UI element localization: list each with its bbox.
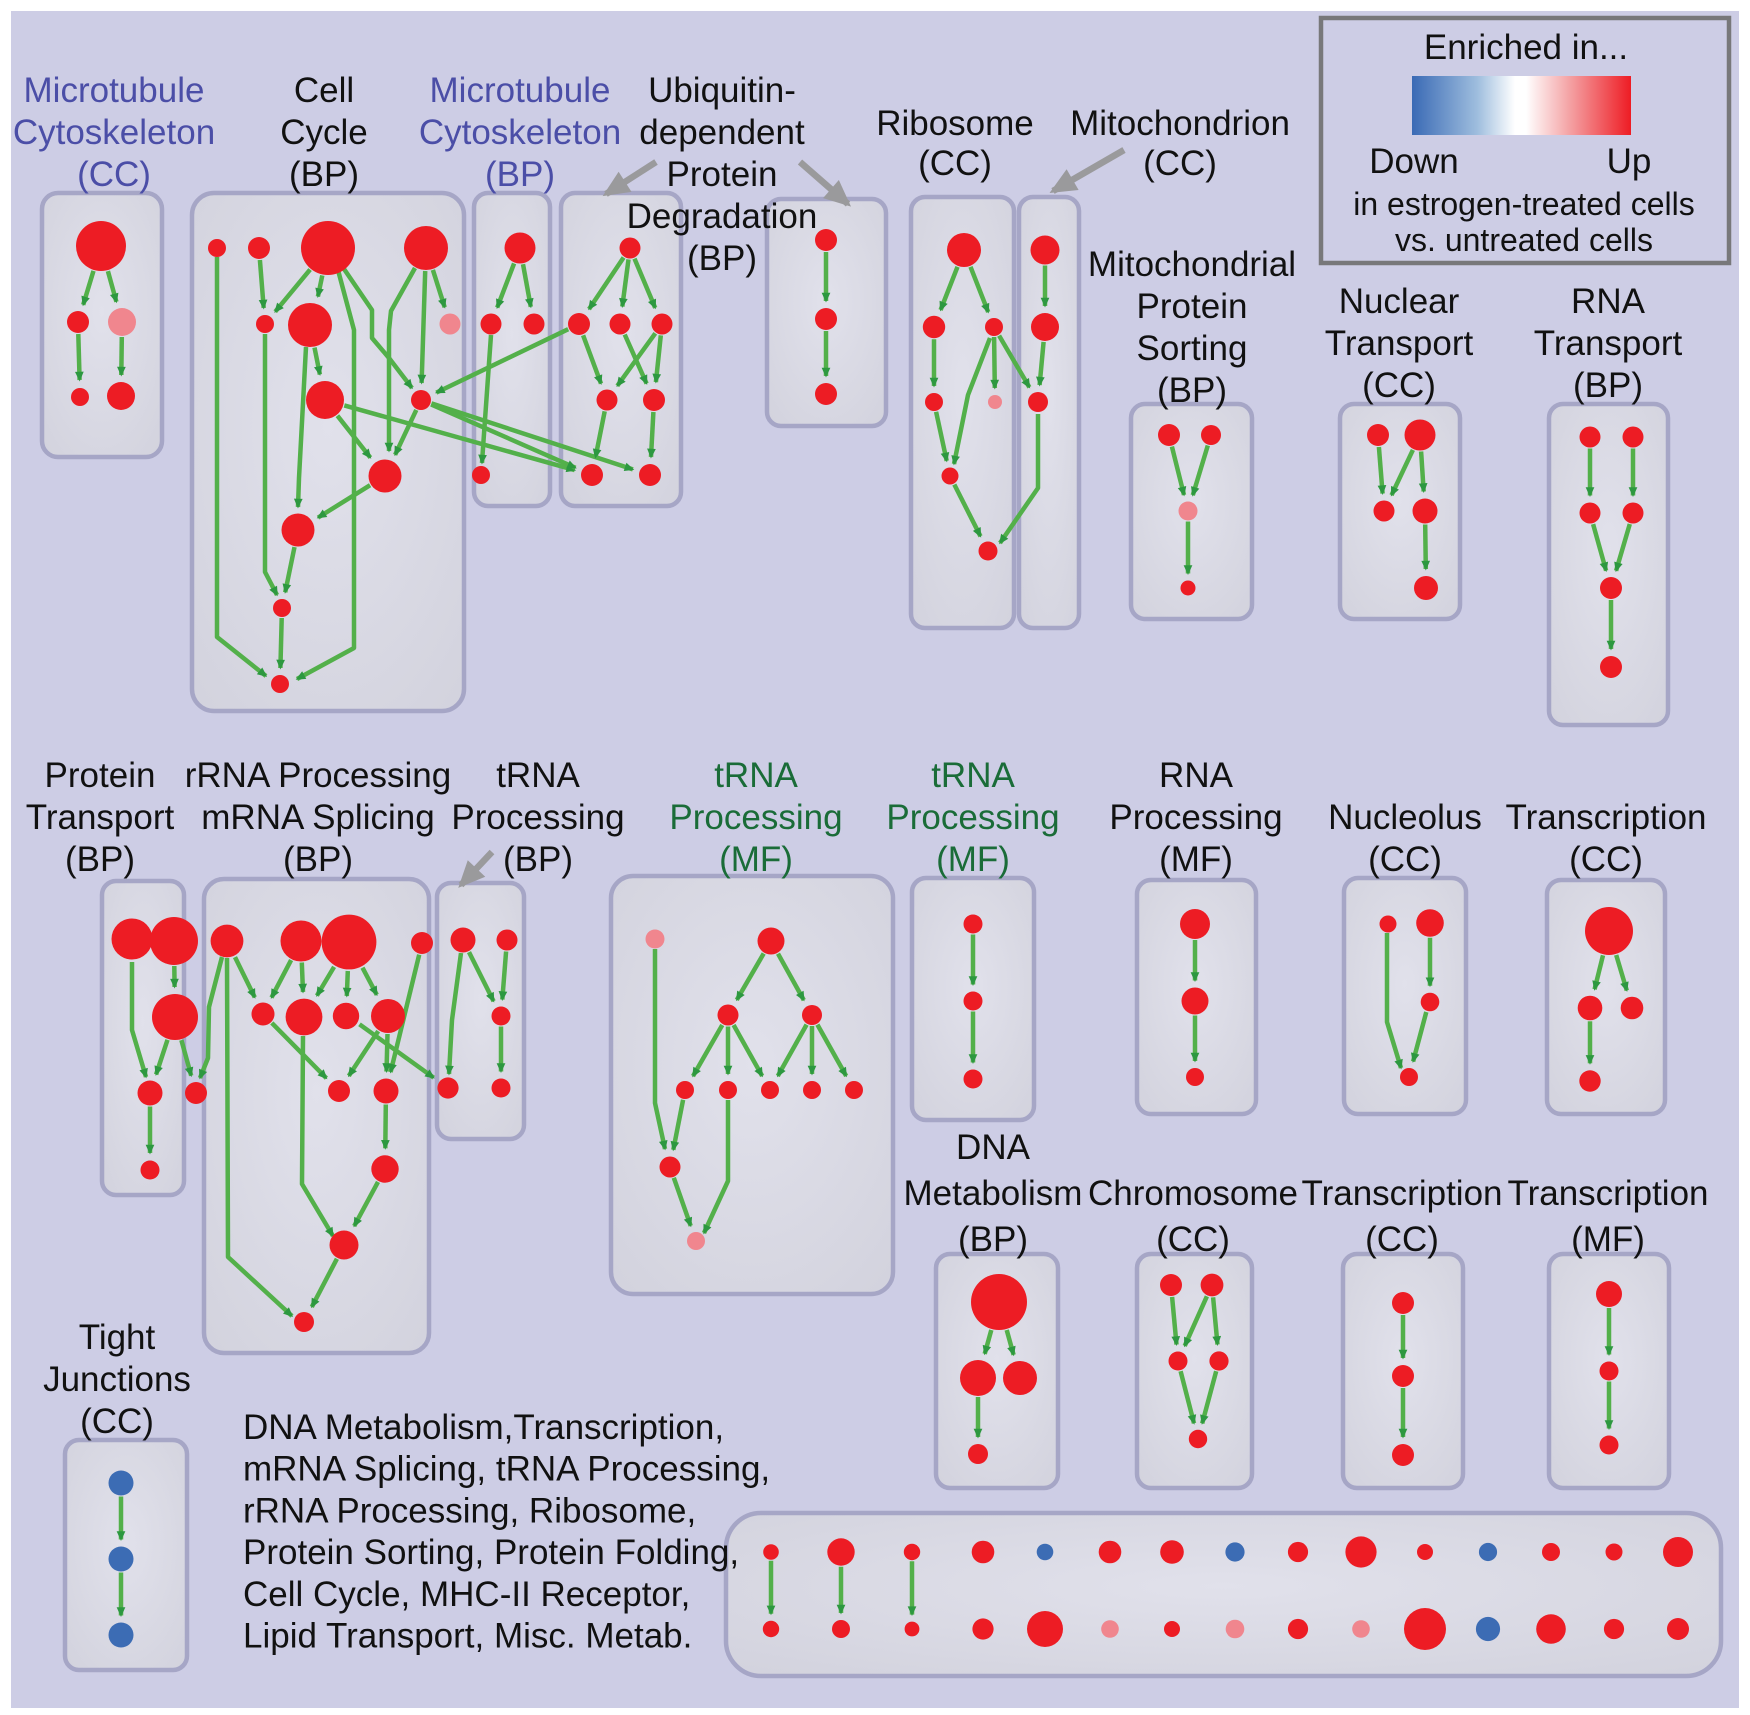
svg-text:(CC): (CC): [1365, 1220, 1439, 1259]
svg-text:Cytoskeleton: Cytoskeleton: [419, 113, 621, 152]
svg-text:Transcription: Transcription: [1506, 798, 1707, 837]
svg-text:Mitochondrial: Mitochondrial: [1088, 245, 1296, 284]
svg-text:(BP): (BP): [687, 239, 757, 278]
svg-text:Transcription: Transcription: [1508, 1174, 1709, 1213]
svg-text:Cytoskeleton: Cytoskeleton: [13, 113, 215, 152]
svg-text:rRNA Processing: rRNA Processing: [185, 756, 451, 795]
svg-text:Cell Cycle, MHC-II Receptor,: Cell Cycle, MHC-II Receptor,: [243, 1575, 690, 1614]
svg-text:Transport: Transport: [26, 798, 175, 837]
svg-text:(CC): (CC): [1143, 144, 1217, 183]
svg-text:(BP): (BP): [289, 155, 359, 194]
svg-text:(CC): (CC): [1362, 366, 1436, 405]
svg-text:(BP): (BP): [1573, 366, 1643, 405]
svg-text:Processing: Processing: [451, 798, 624, 837]
svg-text:Microtubule: Microtubule: [24, 71, 205, 110]
svg-text:Ribosome: Ribosome: [876, 104, 1034, 143]
svg-text:Degradation: Degradation: [627, 197, 818, 236]
svg-text:(CC): (CC): [1156, 1220, 1230, 1259]
svg-text:(BP): (BP): [503, 840, 573, 879]
svg-text:Tight: Tight: [79, 1318, 156, 1357]
svg-text:Processing: Processing: [669, 798, 842, 837]
svg-text:Chromosome: Chromosome: [1088, 1174, 1298, 1213]
svg-text:Up: Up: [1607, 142, 1652, 181]
svg-text:Sorting: Sorting: [1137, 329, 1248, 368]
svg-text:(CC): (CC): [918, 144, 992, 183]
svg-text:Cycle: Cycle: [280, 113, 368, 152]
svg-text:Down: Down: [1369, 142, 1458, 181]
svg-text:(MF): (MF): [719, 840, 793, 879]
svg-text:(MF): (MF): [1571, 1220, 1645, 1259]
svg-text:rRNA Processing, Ribosome,: rRNA Processing, Ribosome,: [243, 1491, 696, 1530]
svg-text:RNA: RNA: [1571, 282, 1646, 321]
svg-text:Transport: Transport: [1534, 324, 1683, 363]
svg-text:tRNA: tRNA: [931, 756, 1015, 795]
svg-text:Junctions: Junctions: [43, 1360, 191, 1399]
svg-text:(BP): (BP): [958, 1220, 1028, 1259]
svg-text:Protein: Protein: [1137, 287, 1248, 326]
svg-text:tRNA: tRNA: [496, 756, 580, 795]
svg-text:Protein Sorting, Protein Foldi: Protein Sorting, Protein Folding,: [243, 1533, 739, 1572]
svg-text:(BP): (BP): [283, 840, 353, 879]
svg-text:Lipid Transport, Misc. Metab.: Lipid Transport, Misc. Metab.: [243, 1617, 692, 1656]
svg-text:dependent: dependent: [639, 113, 805, 152]
svg-text:(BP): (BP): [1157, 371, 1227, 410]
svg-text:Enriched in...: Enriched in...: [1424, 28, 1628, 67]
svg-text:Processing: Processing: [1109, 798, 1282, 837]
svg-text:(MF): (MF): [936, 840, 1010, 879]
svg-text:mRNA Splicing, tRNA Processing: mRNA Splicing, tRNA Processing,: [243, 1450, 770, 1489]
svg-text:Cell: Cell: [294, 71, 354, 110]
svg-text:Processing: Processing: [886, 798, 1059, 837]
svg-text:Transport: Transport: [1325, 324, 1474, 363]
svg-text:(CC): (CC): [80, 1402, 154, 1441]
svg-text:(MF): (MF): [1159, 840, 1233, 879]
svg-text:Nuclear: Nuclear: [1339, 282, 1460, 321]
svg-text:(CC): (CC): [1569, 840, 1643, 879]
svg-text:Metabolism: Metabolism: [904, 1174, 1083, 1213]
svg-text:tRNA: tRNA: [714, 756, 798, 795]
svg-text:(BP): (BP): [485, 155, 555, 194]
svg-text:(CC): (CC): [1368, 840, 1442, 879]
svg-text:RNA: RNA: [1159, 756, 1234, 795]
svg-text:DNA: DNA: [956, 1128, 1031, 1167]
svg-text:in estrogen-treated cells: in estrogen-treated cells: [1353, 186, 1695, 222]
svg-text:(BP): (BP): [65, 840, 135, 879]
svg-text:DNA Metabolism,Transcription,: DNA Metabolism,Transcription,: [243, 1408, 724, 1447]
svg-text:mRNA Splicing: mRNA Splicing: [201, 798, 434, 837]
svg-text:Ubiquitin-: Ubiquitin-: [648, 71, 796, 110]
svg-text:Mitochondrion: Mitochondrion: [1070, 104, 1290, 143]
svg-text:Nucleolus: Nucleolus: [1328, 798, 1482, 837]
svg-text:(CC): (CC): [77, 155, 151, 194]
svg-text:Protein: Protein: [667, 155, 778, 194]
svg-text:Protein: Protein: [45, 756, 156, 795]
svg-text:Microtubule: Microtubule: [430, 71, 611, 110]
svg-text:vs. untreated cells: vs. untreated cells: [1395, 222, 1653, 258]
svg-text:Transcription: Transcription: [1302, 1174, 1503, 1213]
